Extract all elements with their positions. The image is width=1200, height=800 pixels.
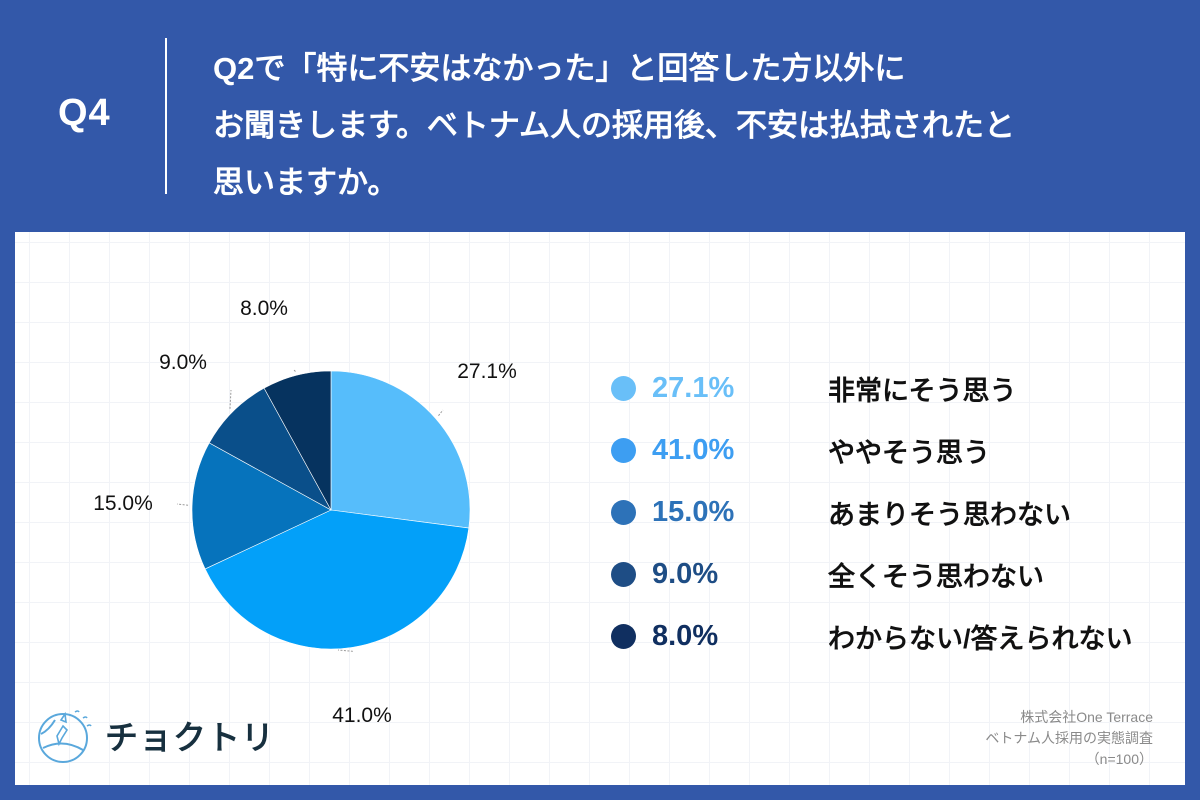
pie-slice [191,442,332,570]
chart-card: 27.1% 41.0% 15.0% 9.0% 8.0% 27.1% 非常にそう思う 41… [15,232,1185,785]
pie-slice-label: 9.0% [159,351,207,374]
pie-slice-label: 8.0% [240,297,288,320]
legend-pct: 9.0% [652,557,719,590]
legend-dot-icon [611,623,636,649]
leader-line [176,503,189,506]
credit-company: 株式会社One Terrace [1020,709,1153,725]
legend-dot-icon [611,375,636,401]
legend-pct: 15.0% [652,495,735,528]
legend-item: 8.0% わからない/答えられない [611,605,1133,667]
legend-dot-icon [611,499,636,525]
credit-survey: ベトナム人採用の実態調査 [985,730,1153,746]
pie-chart [176,368,471,652]
legend-pct: 27.1% [652,371,735,404]
legend-label: ややそう思う [828,437,990,468]
leader-line [292,368,296,372]
globe-icon [38,710,92,763]
legend-item: 15.0% あまりそう思わない [611,481,1133,543]
header: Q4 Q2で「特に不安はなかった」と回答した方以外に お聞きします。ベトナム人の… [0,0,1200,232]
question-title: Q2で「特に不安はなかった」と回答した方以外に お聞きします。ベトナム人の採用後… [213,40,1173,211]
legend-label: 全くそう思わない [828,561,1044,592]
legend-label: 非常にそう思う [828,375,1017,406]
legend-item: 9.0% 全くそう思わない [611,543,1133,605]
legend-item: 41.0% ややそう思う [611,419,1133,481]
legend-label: あまりそう思わない [828,499,1071,530]
legend-label: わからない/答えられない [828,623,1133,654]
leader-line [438,409,444,416]
title-line-1: Q2で「特に不安はなかった」と回答した方以外に [213,51,906,86]
credit-sample-size: （n=100） [1085,751,1153,767]
source-credits: 株式会社One Terrace ベトナム人採用の実態調査 （n=100） [985,707,1153,770]
pie-slice [263,370,332,511]
pie-slice-label: 27.1% [457,360,517,383]
title-line-2: お聞きします。ベトナム人の採用後、不安は払拭されたと [213,108,1015,143]
pie-slice-label: 15.0% [93,492,153,515]
legend: 27.1% 非常にそう思う 41.0% ややそう思う 15.0% あまりそう思わ… [611,357,1133,667]
legend-dot-icon [611,437,636,463]
title-line-3: 思いますか。 [213,165,399,200]
pie-slice [204,509,470,650]
header-divider [165,38,167,194]
logo: チョクトリ [35,704,275,766]
legend-pct: 41.0% [652,433,735,466]
logo-text: チョクトリ [105,719,275,756]
leader-line [229,389,232,409]
legend-dot-icon [611,561,636,587]
question-number: Q4 [58,92,111,134]
pie-slice [330,370,471,529]
leader-line [337,649,353,652]
legend-pct: 8.0% [652,619,719,652]
pie-slice-label: 41.0% [332,704,392,727]
legend-item: 27.1% 非常にそう思う [611,357,1133,419]
